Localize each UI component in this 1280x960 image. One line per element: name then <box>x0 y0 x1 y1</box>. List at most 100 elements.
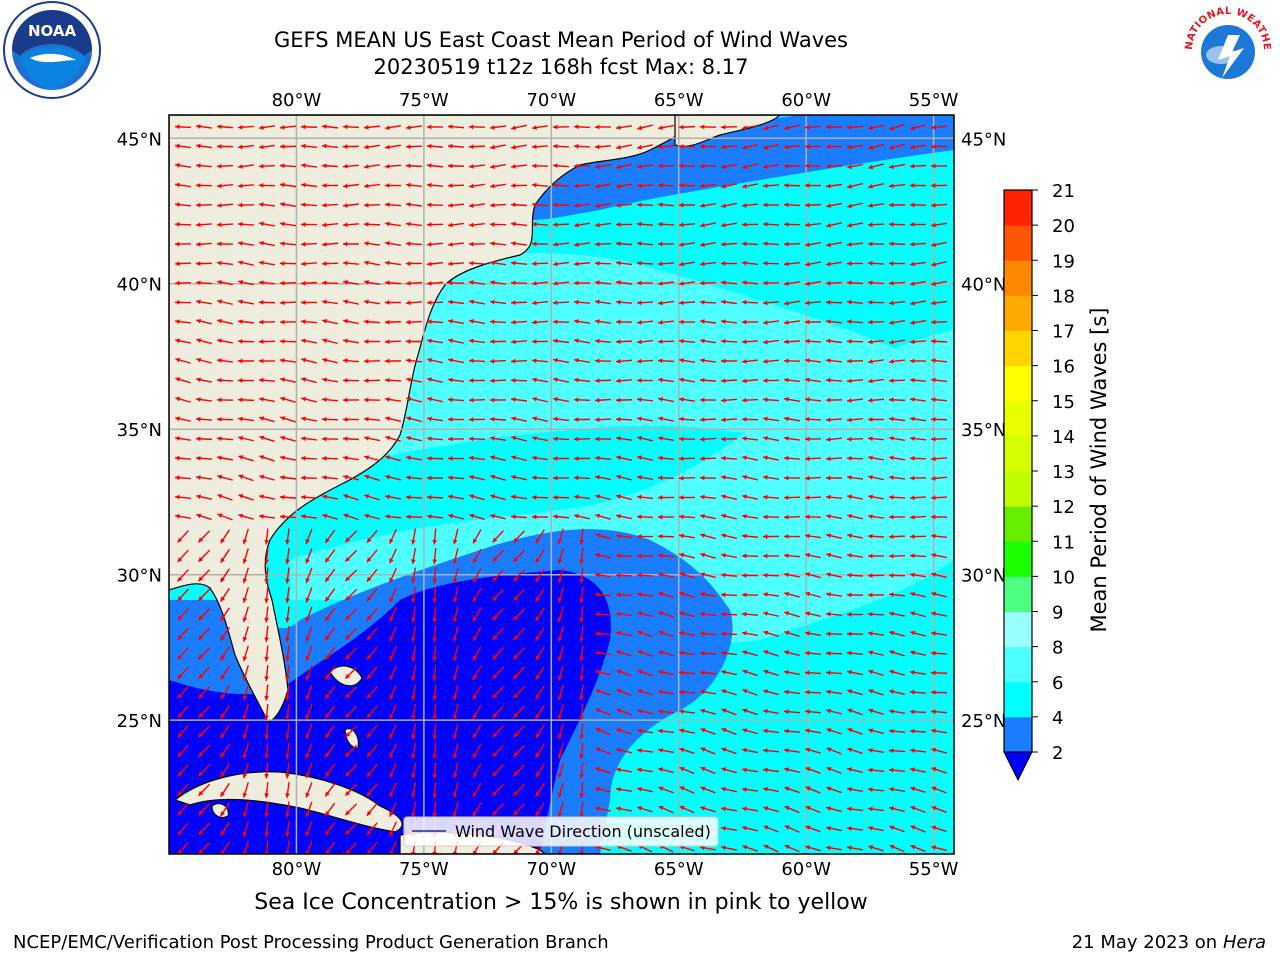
wave-direction-arrow <box>489 436 507 442</box>
wave-direction-arrow <box>510 260 528 266</box>
wave-direction-arrow <box>406 396 422 403</box>
wave-direction-arrow <box>804 495 822 501</box>
wave-direction-arrow <box>741 280 759 286</box>
wave-direction-arrow <box>805 786 821 794</box>
wave-direction-arrow <box>909 241 927 247</box>
wave-direction-arrow <box>344 569 358 582</box>
wave-direction-arrow <box>931 747 947 754</box>
wave-direction-arrow <box>804 514 822 520</box>
wave-direction-arrow <box>531 495 549 500</box>
wave-direction-arrow <box>825 475 843 481</box>
wave-direction-arrow <box>909 709 927 715</box>
wave-direction-arrow <box>888 709 906 714</box>
wave-direction-arrow <box>741 611 759 617</box>
wave-direction-arrow <box>741 319 759 325</box>
wave-direction-arrow <box>552 281 570 286</box>
wave-direction-arrow <box>195 124 213 129</box>
wave-direction-arrow <box>389 762 397 779</box>
wave-direction-arrow <box>285 781 290 799</box>
wave-direction-arrow <box>573 183 591 189</box>
wave-direction-arrow <box>930 650 948 656</box>
wave-direction-arrow <box>344 842 358 854</box>
wave-direction-arrow <box>657 281 675 286</box>
wave-direction-arrow <box>868 650 884 657</box>
wave-direction-arrow <box>447 299 465 305</box>
wave-direction-arrow <box>579 645 585 662</box>
wave-direction-arrow <box>492 666 504 680</box>
wave-direction-arrow <box>678 533 696 539</box>
wave-direction-arrow <box>825 494 843 500</box>
wave-direction-arrow <box>636 397 654 403</box>
wave-direction-arrow <box>242 704 249 720</box>
wave-direction-arrow <box>889 611 905 617</box>
wave-direction-arrow <box>847 182 863 189</box>
wave-direction-arrow <box>762 534 780 539</box>
wave-direction-arrow <box>305 762 313 779</box>
wave-direction-arrow <box>448 318 464 325</box>
wave-direction-arrow <box>321 455 339 461</box>
wave-direction-arrow <box>175 377 191 384</box>
wave-direction-arrow <box>177 725 189 738</box>
wave-direction-arrow <box>389 704 397 720</box>
wave-direction-arrow <box>699 319 717 324</box>
date-text: 21 May 2023 on <box>1071 932 1218 953</box>
wave-direction-arrow <box>238 435 254 442</box>
wave-direction-arrow <box>553 396 569 403</box>
wave-direction-arrow <box>846 144 864 150</box>
wave-direction-arrow <box>552 514 570 520</box>
wave-direction-arrow <box>220 587 230 603</box>
wave-direction-arrow <box>804 650 822 656</box>
wave-direction-arrow <box>784 805 800 814</box>
wave-direction-arrow <box>490 474 506 481</box>
wave-direction-arrow <box>535 802 545 817</box>
wave-direction-arrow <box>432 645 438 662</box>
wave-direction-arrow <box>700 591 716 598</box>
wave-direction-arrow <box>742 669 758 677</box>
wave-direction-arrow <box>305 587 313 603</box>
wave-direction-arrow <box>285 762 290 779</box>
wave-direction-arrow <box>931 241 947 248</box>
wave-direction-arrow <box>595 708 611 716</box>
wave-direction-arrow <box>679 591 695 599</box>
wave-direction-arrow <box>805 845 821 852</box>
wave-direction-arrow <box>305 743 313 759</box>
wave-direction-arrow <box>763 611 779 617</box>
wave-direction-arrow <box>324 627 336 641</box>
wave-direction-arrow <box>804 124 822 130</box>
wave-direction-arrow <box>741 203 759 208</box>
wave-direction-arrow <box>468 358 486 364</box>
wave-direction-arrow <box>510 514 528 520</box>
wave-direction-arrow <box>909 377 927 383</box>
wave-direction-arrow <box>699 417 717 423</box>
wave-direction-arrow <box>636 378 654 383</box>
wave-direction-arrow <box>552 182 570 188</box>
wave-direction-arrow <box>366 529 378 544</box>
wave-direction-arrow <box>510 377 528 383</box>
wave-direction-arrow <box>847 163 863 170</box>
wave-direction-arrow <box>389 645 397 662</box>
wave-direction-arrow <box>512 803 526 816</box>
wave-direction-arrow <box>258 163 276 169</box>
wave-direction-arrow <box>384 183 402 188</box>
wave-direction-arrow <box>804 300 822 306</box>
wave-direction-arrow <box>742 845 758 852</box>
wave-direction-arrow <box>595 474 611 481</box>
wave-direction-arrow <box>699 124 717 130</box>
wave-direction-arrow <box>805 728 821 734</box>
wave-direction-arrow <box>636 767 654 773</box>
wave-direction-arrow <box>658 124 674 131</box>
period-zone-2-4 <box>530 115 954 220</box>
wave-direction-arrow <box>448 357 464 364</box>
wave-direction-arrow <box>615 533 633 539</box>
wave-direction-arrow <box>489 378 507 384</box>
wave-direction-arrow <box>783 475 801 481</box>
wave-direction-arrow <box>321 280 339 286</box>
wave-direction-arrow <box>742 747 758 754</box>
wave-direction-arrow <box>930 475 948 481</box>
wave-direction-arrow <box>427 396 443 403</box>
wave-direction-arrow <box>552 143 570 149</box>
wave-direction-arrow <box>826 786 842 794</box>
wave-direction-arrow <box>930 202 948 208</box>
wave-direction-arrow <box>447 183 465 189</box>
wave-direction-arrow <box>763 630 779 637</box>
